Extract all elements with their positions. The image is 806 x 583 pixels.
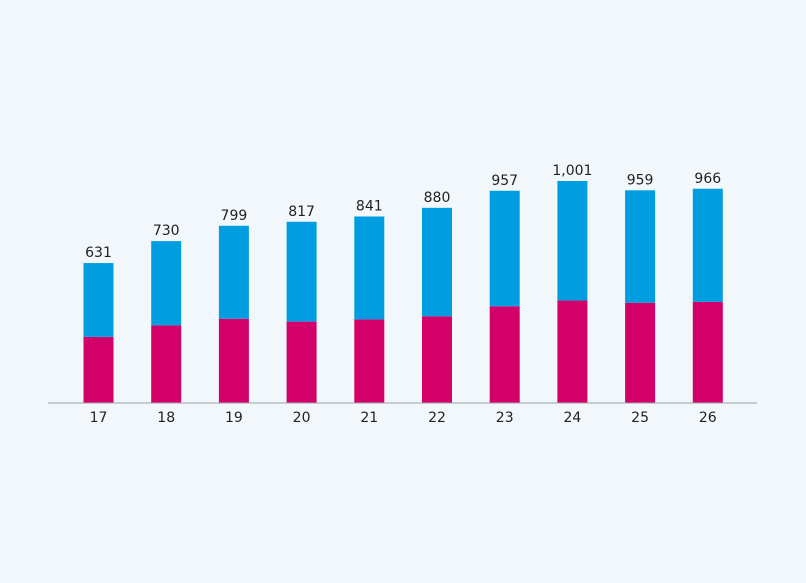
bar-17-segment-1 <box>83 336 114 403</box>
total-label-23: 957 <box>491 173 518 189</box>
total-labels-group: 631 730 799 817 841 880 957 1,001 959 966 <box>85 163 721 261</box>
bar-22-segment-1 <box>422 316 452 403</box>
total-label-25: 959 <box>627 172 654 188</box>
bar-20-segment-2 <box>286 221 317 322</box>
x-tick-label-25: 25 <box>631 410 649 426</box>
bar-26-segment-1 <box>692 301 723 403</box>
bars-group <box>83 181 723 403</box>
total-label-21: 841 <box>356 198 383 214</box>
x-tick-label-19: 19 <box>225 410 243 426</box>
bar-17-segment-2 <box>83 263 114 337</box>
total-label-19: 799 <box>221 208 248 224</box>
bar-19-segment-1 <box>218 318 249 403</box>
total-label-26: 966 <box>694 171 721 187</box>
x-tick-label-23: 23 <box>496 410 514 426</box>
bar-24-segment-1 <box>557 300 588 403</box>
total-label-22: 880 <box>424 190 451 206</box>
total-label-17: 631 <box>85 245 112 261</box>
bar-21-segment-2 <box>354 216 385 320</box>
bar-22-segment-2 <box>422 207 452 317</box>
bar-19-segment-2 <box>218 225 249 319</box>
x-tick-label-26: 26 <box>699 410 717 426</box>
x-tick-label-17: 17 <box>90 410 108 426</box>
x-tick-label-18: 18 <box>157 410 175 426</box>
bar-20-segment-1 <box>286 321 317 403</box>
x-tick-label-22: 22 <box>428 410 446 426</box>
bar-21-segment-1 <box>354 319 385 403</box>
bar-18-segment-1 <box>151 325 182 403</box>
x-tick-label-21: 21 <box>360 410 378 426</box>
x-tick-label-24: 24 <box>563 410 581 426</box>
bar-23-segment-2 <box>489 190 520 307</box>
bar-18-segment-2 <box>151 241 182 326</box>
total-label-24: 1,001 <box>552 163 592 179</box>
bar-25-segment-2 <box>625 190 656 303</box>
bar-24-segment-2 <box>557 181 588 301</box>
x-tick-labels-group: 17 18 19 20 21 22 23 24 25 26 <box>90 410 717 426</box>
bar-25-segment-1 <box>625 302 656 403</box>
total-label-20: 817 <box>288 204 315 220</box>
bar-26-segment-2 <box>692 188 723 302</box>
total-label-18: 730 <box>153 223 180 239</box>
x-tick-label-20: 20 <box>293 410 311 426</box>
bar-23-segment-1 <box>489 306 520 403</box>
